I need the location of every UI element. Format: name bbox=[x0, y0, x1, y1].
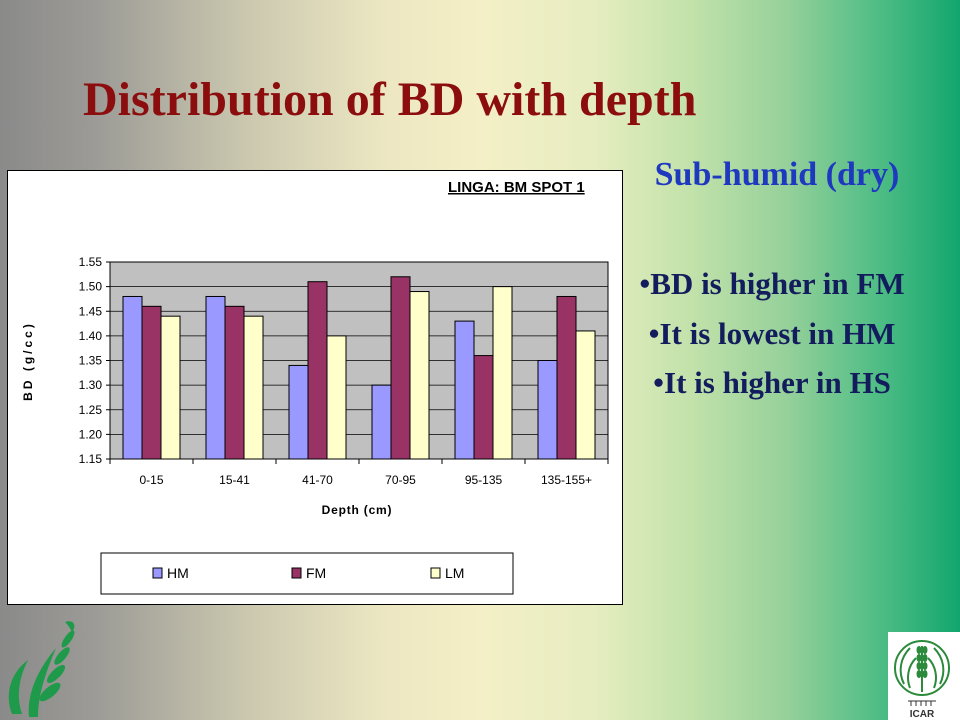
y-tick-label: 1.15 bbox=[79, 452, 103, 466]
icar-emblem-ring bbox=[894, 640, 950, 696]
bar-fm-41-70 bbox=[307, 281, 328, 460]
bar-lm-15-41 bbox=[243, 315, 264, 460]
bullet-item: •BD is higher in FM bbox=[617, 268, 927, 318]
bar-fm-70-95 bbox=[390, 276, 411, 460]
legend-swatch-lm bbox=[430, 567, 441, 579]
bullet-item: •It is lowest in HM bbox=[617, 318, 927, 368]
y-axis-ticks: 1.15 1.20 1.25 1.30 1.35 1.40 1.45 1.50 1.55 bbox=[79, 255, 110, 466]
bullet-marker: • bbox=[648, 315, 660, 351]
wheat-leaf-logo-icon bbox=[8, 621, 75, 717]
logo-leaf bbox=[39, 682, 61, 702]
bullet-text: It is lowest in HM bbox=[659, 315, 896, 351]
bar-hm-0-15 bbox=[122, 295, 143, 460]
x-tick-label: 95-135 bbox=[465, 473, 503, 487]
icar-emblem-leaves bbox=[899, 647, 945, 689]
x-tick-label: 135-155+ bbox=[541, 473, 592, 487]
bar-hm-15-41 bbox=[205, 295, 226, 460]
gridlines bbox=[110, 261, 608, 460]
bullet-text: It is higher in HS bbox=[664, 365, 891, 400]
slide-title: Distribution of BD with depth bbox=[83, 73, 697, 126]
y-axis-title: BD (g/cc) bbox=[21, 321, 35, 401]
bar-fm-0-15 bbox=[141, 305, 162, 460]
y-tick-label: 1.40 bbox=[79, 329, 103, 343]
legend-swatch-hm bbox=[152, 567, 163, 579]
bullet-item: •It is higher in HS bbox=[617, 367, 927, 417]
logo-leaf bbox=[46, 664, 66, 684]
bar-hm-70-95 bbox=[371, 384, 392, 460]
x-tick-label: 0-15 bbox=[139, 473, 163, 487]
logo-stem bbox=[28, 648, 56, 717]
bars bbox=[122, 276, 596, 460]
bar-fm-95-135 bbox=[473, 355, 494, 460]
subtitle: Sub-humid (dry) bbox=[654, 156, 900, 193]
icar-emblem-icon: ICAR bbox=[888, 632, 960, 720]
legend: HM FM LM bbox=[152, 565, 464, 581]
bullet-text: BD is higher in FM bbox=[650, 266, 905, 301]
legend-label-lm: LM bbox=[445, 565, 464, 581]
bullet-marker: • bbox=[639, 266, 651, 301]
logo-shapes bbox=[8, 621, 75, 717]
y-tick-label: 1.30 bbox=[79, 378, 103, 392]
bar-lm-0-15 bbox=[160, 315, 181, 460]
legend-label-hm: HM bbox=[167, 565, 189, 581]
chart-frame: LINGA: BM SPOT 1 1.15 1.20 1.25 1.30 1.35 1.4… bbox=[7, 170, 623, 605]
bullet-marker: • bbox=[653, 365, 665, 400]
icar-logo-lettering: ICAR bbox=[910, 709, 935, 720]
y-tick-label: 1.20 bbox=[79, 427, 103, 441]
x-tick-label: 70-95 bbox=[385, 473, 416, 487]
bar-hm-41-70 bbox=[288, 364, 309, 460]
logo-leaf bbox=[61, 630, 75, 648]
x-axis-title: Depth (cm) bbox=[322, 503, 393, 517]
bar-hm-95-135 bbox=[454, 320, 475, 460]
logo-crescent bbox=[8, 660, 29, 714]
legend-box bbox=[100, 552, 514, 595]
bar-fm-15-41 bbox=[224, 305, 245, 460]
x-tick-label: 15-41 bbox=[219, 473, 250, 487]
chart-title: LINGA: BM SPOT 1 bbox=[448, 179, 585, 196]
legend-label-fm: FM bbox=[306, 565, 326, 581]
y-tick-label: 1.35 bbox=[79, 354, 103, 368]
logo-tip bbox=[65, 621, 75, 632]
icar-emblem-grains bbox=[916, 646, 928, 678]
y-tick-label: 1.50 bbox=[79, 280, 103, 294]
x-tick-label: 41-70 bbox=[302, 473, 333, 487]
bar-hm-135-155plus bbox=[537, 360, 558, 460]
bar-fm-135-155plus bbox=[556, 295, 577, 460]
y-tick-label: 1.25 bbox=[79, 403, 103, 417]
bar-lm-70-95 bbox=[409, 291, 430, 460]
bar-lm-135-155plus bbox=[575, 330, 596, 460]
y-tick-label: 1.45 bbox=[79, 304, 103, 318]
logo-hindi-lettering bbox=[908, 700, 936, 706]
bar-lm-41-70 bbox=[326, 335, 347, 460]
legend-swatch-fm bbox=[291, 567, 302, 579]
y-tick-label: 1.55 bbox=[79, 255, 103, 269]
bar-lm-95-135 bbox=[492, 286, 513, 460]
bullet-list: •BD is higher in FM •It is lowest in HM … bbox=[617, 268, 927, 417]
logo-leaf bbox=[54, 647, 70, 665]
x-axis-ticks: 0-15 15-41 41-70 70-95 95-135 135-155+ bbox=[109, 459, 609, 487]
